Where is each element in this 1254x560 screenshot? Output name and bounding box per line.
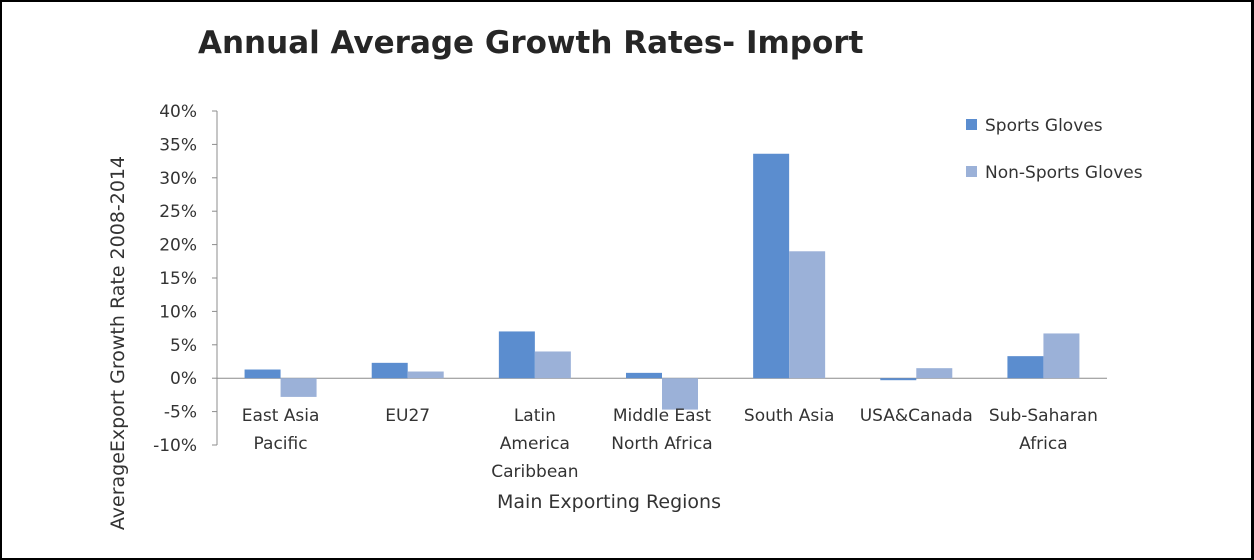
y-tick-label: 30%: [159, 169, 197, 189]
bar: [407, 371, 444, 379]
bar: [753, 153, 790, 379]
y-tick-labels: 40% 35% 30% 25% 20% 15% 10% 5% 0% -5% -10%: [153, 102, 197, 456]
category-labels: East Asia Pacific EU27 Latin America Caribbea…: [242, 406, 1098, 482]
bar: [244, 369, 281, 379]
y-tick-label: -10%: [153, 436, 197, 456]
category-label: Caribbean: [491, 462, 578, 482]
chart-title: Annual Average Growth Rates- Import: [198, 25, 864, 61]
bar: [1007, 356, 1044, 379]
bar: [498, 331, 535, 379]
category-label: South Asia: [744, 406, 834, 426]
y-tick-label: 25%: [159, 202, 197, 222]
bar: [916, 368, 953, 379]
bar: [662, 378, 698, 410]
bars: [244, 153, 1080, 410]
axes: [212, 110, 1107, 446]
category-label: Africa: [1019, 434, 1068, 454]
bar: [1043, 333, 1080, 379]
bar: [789, 251, 826, 379]
bar: [626, 372, 662, 379]
y-tick-label: -5%: [164, 403, 197, 423]
bar: [534, 351, 571, 379]
legend-swatch: [966, 119, 977, 130]
y-tick-label: 15%: [159, 269, 197, 289]
y-tick-label: 5%: [170, 336, 197, 356]
x-axis-label: Main Exporting Regions: [497, 491, 721, 513]
category-label: Pacific: [254, 434, 308, 454]
category-label: Sub-Saharan: [989, 406, 1098, 426]
y-tick-label: 0%: [170, 369, 197, 389]
category-label: USA&Canada: [860, 406, 973, 426]
legend-swatch: [966, 166, 977, 177]
y-tick-label: 40%: [159, 102, 197, 122]
legend: Sports Gloves Non-Sports Gloves: [966, 116, 1143, 183]
bar: [371, 362, 408, 379]
category-label: North Africa: [611, 434, 712, 454]
y-axis-label: AverageExport Growth Rate 2008-2014: [107, 156, 129, 530]
y-tick-label: 10%: [159, 302, 197, 322]
y-tick-label: 20%: [159, 236, 197, 256]
y-tick-label: 35%: [159, 135, 197, 155]
bar: [280, 378, 317, 397]
legend-label: Sports Gloves: [985, 116, 1103, 136]
category-label: America: [500, 434, 570, 454]
category-label: Latin: [514, 406, 556, 426]
category-label: Middle East: [613, 406, 712, 426]
bar: [880, 378, 917, 381]
category-label: EU27: [385, 406, 430, 426]
category-label: East Asia: [242, 406, 320, 426]
legend-label: Non-Sports Gloves: [985, 163, 1143, 183]
